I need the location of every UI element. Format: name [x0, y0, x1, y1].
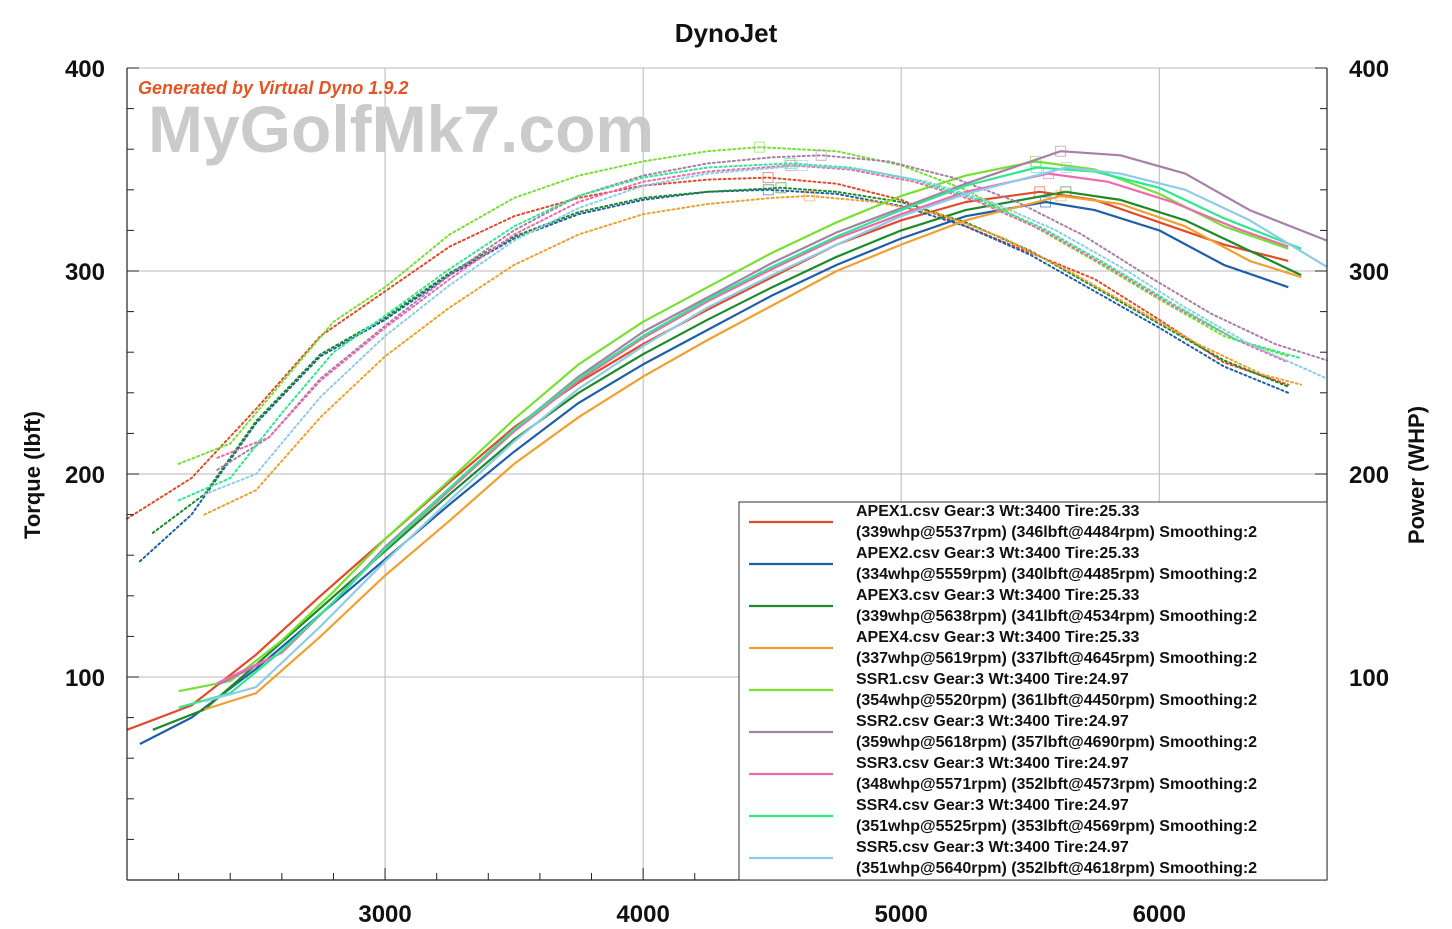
series-layer [126, 141, 1328, 745]
series-8-torque-peak-marker [797, 159, 809, 171]
chart-title: DynoJet [675, 18, 778, 48]
series-5-power-peak-marker [1055, 145, 1067, 157]
x-tick-label-3: 6000 [1133, 901, 1186, 928]
legend-label-8: SSR5.csv Gear:3 Wt:3400 Tire:24.97 [856, 839, 1129, 856]
x-tick-label-1: 4000 [616, 901, 669, 928]
legend-detail-7: (351whp@5525rpm) (353lbft@4569rpm) Smoot… [856, 818, 1257, 835]
legend-box [738, 501, 1328, 881]
series-2-torque-line [151, 186, 1290, 534]
series-5-torque-line [216, 154, 1328, 471]
series-4-torque-line [177, 146, 1290, 465]
legend-detail-1: (334whp@5559rpm) (340lbft@4485rpm) Smoot… [856, 566, 1257, 583]
legend-detail-8: (351whp@5640rpm) (352lbft@4618rpm) Smoot… [856, 860, 1257, 877]
series-7-power-peak-marker [1031, 161, 1043, 173]
series-8-power-line [204, 166, 1328, 703]
legend-detail-6: (348whp@5571rpm) (352lbft@4573rpm) Smoot… [856, 776, 1257, 793]
watermark-text: MyGolfMk7.com [148, 92, 654, 166]
x-tick-label-2: 5000 [874, 901, 927, 928]
y-tick-label-3: 400 [65, 56, 105, 83]
y2-axis-label: Power (WHP) [1404, 406, 1429, 544]
series-2-power-line [152, 190, 1302, 731]
series-7-torque-line [177, 162, 1303, 502]
series-8-power-peak-marker [1060, 161, 1072, 173]
series-4-torque-peak-marker [753, 141, 765, 153]
y-tick-label-0: 100 [65, 665, 105, 692]
legend: APEX1.csv Gear:3 Wt:3400 Tire:25.33 (339w… [738, 501, 1328, 881]
axes: 100 200 300 400 100 200 300 400 3000 4000 5000 6000 [65, 56, 1389, 928]
legend-detail-3: (337whp@5619rpm) (337lbft@4645rpm) Smoot… [856, 650, 1257, 667]
series-5-power-line [216, 150, 1328, 687]
legend-detail-0: (339whp@5537rpm) (346lbft@4484rpm) Smoot… [856, 524, 1257, 541]
legend-label-3: APEX4.csv Gear:3 Wt:3400 Tire:25.33 [856, 629, 1140, 646]
series-5-torque-peak-marker [815, 149, 827, 161]
series-8-torque-line [203, 164, 1328, 496]
legend-label-6: SSR3.csv Gear:3 Wt:3400 Tire:24.97 [856, 755, 1129, 772]
y2-tick-label-3: 400 [1349, 56, 1389, 83]
series-3-power-peak-marker [1055, 190, 1067, 202]
series-1-torque-line [138, 188, 1290, 563]
y-axis-label: Torque (lbft) [20, 411, 45, 539]
series-3-torque-peak-marker [804, 190, 816, 202]
series-2-torque-peak-marker [775, 182, 787, 194]
series-6-torque-line [216, 164, 1290, 459]
legend-label-5: SSR2.csv Gear:3 Wt:3400 Tire:24.97 [856, 713, 1129, 730]
series-3-torque-line [203, 194, 1303, 516]
credit-text: Generated by Virtual Dyno 1.9.2 [138, 78, 408, 98]
series-7-torque-peak-marker [784, 157, 796, 169]
x-tick-label-0: 3000 [358, 901, 411, 928]
y2-tick-label-2: 300 [1349, 259, 1389, 286]
legend-label-2: APEX3.csv Gear:3 Wt:3400 Tire:25.33 [856, 587, 1140, 604]
legend-label-4: SSR1.csv Gear:3 Wt:3400 Tire:24.97 [856, 671, 1129, 688]
series-3-power-line [204, 194, 1302, 711]
series-1-torque-peak-marker [762, 184, 774, 196]
series-0-torque-peak-marker [762, 172, 774, 184]
y-tick-label-1: 200 [65, 462, 105, 489]
y2-tick-label-1: 200 [1349, 462, 1389, 489]
y2-tick-label-0: 100 [1349, 665, 1389, 692]
legend-label-0: APEX1.csv Gear:3 Wt:3400 Tire:25.33 [856, 503, 1140, 520]
legend-detail-4: (354whp@5520rpm) (361lbft@4450rpm) Smoot… [856, 692, 1257, 709]
y-tick-label-2: 300 [65, 259, 105, 286]
legend-detail-2: (339whp@5638rpm) (341lbft@4534rpm) Smoot… [856, 608, 1257, 625]
series-4-power-line [178, 160, 1289, 693]
legend-label-1: APEX2.csv Gear:3 Wt:3400 Tire:25.33 [856, 545, 1140, 562]
legend-label-7: SSR4.csv Gear:3 Wt:3400 Tire:24.97 [856, 797, 1129, 814]
legend-detail-5: (359whp@5618rpm) (357lbft@4690rpm) Smoot… [856, 734, 1257, 751]
